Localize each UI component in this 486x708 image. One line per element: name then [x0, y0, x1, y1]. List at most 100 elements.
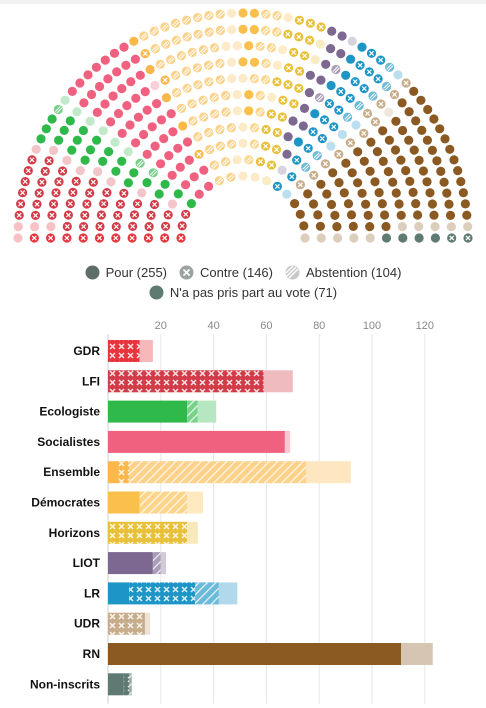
seat-abstention-mark — [227, 173, 235, 182]
seat-rn — [346, 210, 357, 220]
seat-contre-mark — [263, 126, 269, 133]
seat-rn — [341, 158, 351, 168]
legend-label-pour: Pour (255) — [105, 264, 168, 280]
seat-rn — [423, 104, 433, 115]
seat-lr — [381, 81, 392, 92]
seat-abstention-mark — [150, 27, 159, 36]
seat-rn — [339, 188, 349, 198]
seat-contre-mark — [22, 179, 28, 185]
seat-socialistes — [67, 86, 77, 96]
seat-lr — [351, 120, 361, 130]
seat-abstention-mark — [344, 113, 352, 122]
seat-rn — [378, 126, 388, 136]
seat-abstention-mark — [273, 12, 281, 20]
category-label-socialistes: Socialistes — [37, 435, 100, 449]
seat-rn — [303, 189, 313, 199]
seat-ensemble — [238, 171, 248, 181]
seat-abstention-mark — [262, 76, 270, 84]
seat-contre-mark — [321, 117, 328, 123]
x-tick-label: 20 — [155, 320, 167, 332]
bar-pattern-abstention — [187, 400, 198, 423]
seat-ecologiste — [36, 134, 46, 144]
seat-lr — [368, 91, 378, 101]
bar-pattern-contre — [129, 582, 196, 605]
seat-ecologiste — [65, 116, 75, 126]
seat-socialistes — [147, 122, 157, 132]
seat-rn — [295, 209, 305, 219]
seat-lr — [385, 62, 395, 72]
seat-lr — [393, 70, 403, 80]
seat-democrates — [249, 74, 259, 84]
seat-rn — [445, 144, 455, 154]
seat-udr — [384, 107, 394, 117]
seat-contre-mark — [336, 107, 342, 113]
seat-ensemble — [192, 63, 202, 73]
seat-ecologiste — [59, 125, 69, 135]
seat-lfi — [75, 166, 85, 176]
seat-ensemble — [227, 25, 237, 35]
seat-contre-mark — [375, 76, 381, 82]
bar-rn-pour — [108, 643, 402, 665]
seat-rn — [456, 177, 466, 187]
seat-ensemble — [221, 41, 231, 52]
seat-ensemble — [238, 73, 248, 83]
seat-lr — [310, 109, 320, 119]
seat-ensemble — [166, 55, 176, 65]
seat-rn — [300, 233, 310, 243]
seat-ensemble — [209, 160, 219, 170]
seat-socialistes — [166, 109, 176, 119]
seat-rn — [396, 210, 406, 220]
seat-democrates — [249, 8, 259, 18]
category-label-ecologiste: Ecologiste — [39, 405, 100, 419]
bar-gdr-n-a-pas-pris-part-au-vote — [139, 340, 153, 362]
seat-rn — [349, 233, 359, 243]
seat-contre-mark — [46, 158, 52, 164]
seat-democrates — [244, 41, 254, 51]
seat-gdr — [29, 222, 40, 232]
seat-ensemble — [149, 26, 159, 36]
seat-contre-mark — [117, 201, 123, 207]
seat-contre-mark — [285, 82, 291, 88]
seat-socialistes — [159, 134, 169, 144]
bar-pattern-contre — [123, 673, 130, 696]
seat-rn — [396, 155, 406, 165]
seat-contre-mark — [36, 190, 42, 196]
top-divider — [0, 0, 486, 4]
seat-rn — [381, 221, 391, 232]
seat-abstention-mark — [205, 28, 214, 36]
seat-democrates — [238, 24, 248, 34]
seat-socialistes — [194, 189, 204, 199]
seat-contre-mark — [152, 201, 158, 207]
seat-abstention-mark — [194, 30, 202, 39]
seat-socialistes — [86, 89, 97, 100]
seat-rn — [429, 114, 439, 124]
seat-contre-mark — [449, 235, 455, 241]
seat-lr — [326, 141, 336, 151]
seat-lr — [341, 70, 351, 80]
seat-contre-mark — [285, 31, 291, 37]
legend-item-abstention: Abstention (104) — [285, 265, 401, 280]
seat-contre-mark — [49, 212, 55, 218]
seat-ecologiste — [104, 147, 114, 157]
seat-abstention-mark — [216, 60, 224, 68]
seat-lfi — [62, 155, 72, 165]
seat-ensemble — [193, 29, 203, 39]
seat-rn — [401, 166, 411, 176]
seat-socialistes — [150, 80, 160, 91]
seat-abstention-mark — [268, 44, 276, 52]
seat-rn — [418, 166, 428, 176]
seat-contre-mark — [142, 51, 148, 57]
seat-abstention-mark — [183, 16, 191, 25]
seat-rn — [425, 188, 435, 198]
category-label-ensemble: Ensemble — [43, 465, 100, 479]
seat-socialistes — [139, 129, 149, 140]
seat-contre-mark — [51, 201, 57, 207]
seat-abstention-mark — [216, 10, 225, 19]
seat-abstention-mark — [194, 14, 202, 22]
seat-abstention-mark — [183, 67, 191, 76]
seat-socialistes — [181, 180, 191, 190]
seat-democrates — [244, 106, 254, 116]
seat-contre-mark — [280, 97, 286, 103]
seat-rn — [445, 210, 456, 220]
seat-socialistes — [135, 70, 145, 80]
